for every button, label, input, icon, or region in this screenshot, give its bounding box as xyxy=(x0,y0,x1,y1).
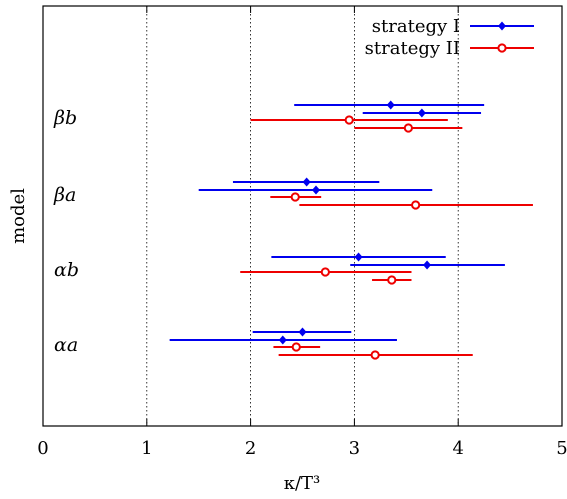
circle-marker xyxy=(291,342,301,352)
x-axis: 0 1 2 3 4 5 xyxy=(37,6,567,459)
diamond-marker xyxy=(298,327,307,337)
data-point xyxy=(169,335,397,345)
data-point xyxy=(294,100,485,110)
circle-marker xyxy=(387,275,397,285)
category-label-2: αb xyxy=(54,259,79,281)
data-point xyxy=(350,260,505,270)
legend-circle-marker xyxy=(497,43,507,53)
data-point xyxy=(354,123,463,133)
y-category-labels: βb βa αb αa xyxy=(53,107,79,356)
grid-lines xyxy=(146,6,459,426)
x-tick-label-1: 1 xyxy=(141,438,152,459)
x-tick-label-2: 2 xyxy=(245,438,256,459)
data-point xyxy=(273,342,321,352)
diamond-marker xyxy=(386,100,395,110)
data-point xyxy=(299,200,533,210)
diamond-marker xyxy=(311,185,320,195)
data-point xyxy=(240,267,412,277)
diamond-marker xyxy=(302,177,311,187)
category-label-1: βa xyxy=(53,184,76,206)
y-axis-title: model xyxy=(8,188,29,244)
x-tick-label-3: 3 xyxy=(349,438,360,459)
data-point xyxy=(270,192,322,202)
legend-entry-0: strategy I xyxy=(372,16,534,37)
legend-label: strategy I xyxy=(372,16,460,37)
legend-entry-1: strategy II xyxy=(365,38,534,59)
diamond-marker xyxy=(278,335,287,345)
circle-marker xyxy=(403,123,413,133)
data-marks xyxy=(169,100,533,360)
circle-marker xyxy=(320,267,330,277)
diamond-marker xyxy=(354,252,363,262)
x-tick-label-0: 0 xyxy=(37,438,48,459)
circle-marker xyxy=(290,192,300,202)
x-axis-title: κ/T³ xyxy=(284,473,321,494)
x-tick-label-5: 5 xyxy=(556,438,567,459)
circle-marker xyxy=(344,115,354,125)
circle-marker xyxy=(411,200,421,210)
data-point xyxy=(198,185,433,195)
data-point xyxy=(271,252,446,262)
diamond-marker xyxy=(417,108,426,118)
data-point xyxy=(278,350,473,360)
legend-label: strategy II xyxy=(365,38,460,59)
category-label-3: αa xyxy=(54,334,78,356)
diamond-marker xyxy=(423,260,432,270)
data-point xyxy=(252,327,352,337)
data-point xyxy=(362,108,482,118)
circle-marker xyxy=(370,350,380,360)
legend-diamond-marker xyxy=(498,21,506,31)
data-point xyxy=(250,115,448,125)
plot-frame xyxy=(42,5,563,427)
category-label-0: βb xyxy=(53,107,77,129)
x-tick-label-4: 4 xyxy=(452,438,463,459)
data-point xyxy=(372,275,412,285)
data-point xyxy=(232,177,380,187)
